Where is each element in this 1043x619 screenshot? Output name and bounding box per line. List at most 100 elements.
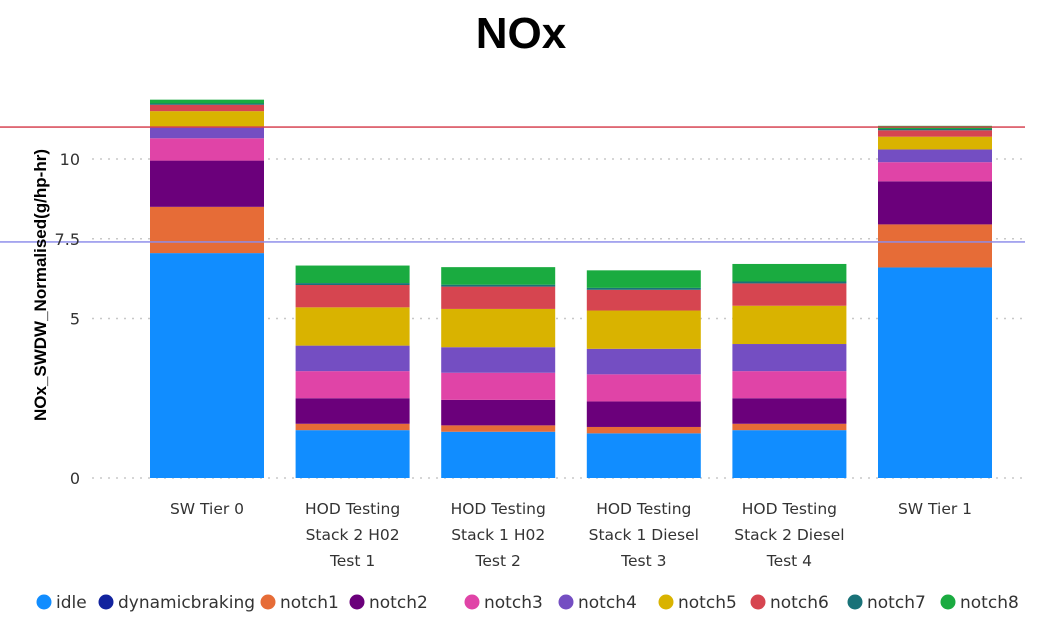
bar-segment-notch2 xyxy=(586,401,701,427)
legend-marker xyxy=(464,594,480,610)
bar-segment-notch3 xyxy=(150,138,264,161)
legend-label: notch4 xyxy=(578,593,637,613)
bar-segment-notch7 xyxy=(150,103,264,105)
bar-segment-notch4 xyxy=(732,344,847,372)
bar-segment-notch4 xyxy=(441,347,556,373)
legend-label: notch6 xyxy=(770,593,829,613)
legend-label: notch1 xyxy=(280,593,339,613)
x-tick-label: Test 2 xyxy=(475,552,521,570)
legend-item-notch2: notch2 xyxy=(349,593,428,613)
x-tick-label: SW Tier 1 xyxy=(898,500,972,518)
legend-marker xyxy=(349,594,365,610)
bar-segment-notch1 xyxy=(150,206,264,254)
bar-segment-idle xyxy=(878,267,992,478)
y-axis-ticks: 0 5 7.5 10 xyxy=(55,150,80,488)
bar-segment-idle xyxy=(441,431,556,478)
bar-segment-notch7 xyxy=(441,284,556,287)
bar-segment-notch6 xyxy=(732,283,847,306)
x-tick-label: Stack 2 Diesel xyxy=(734,526,844,544)
bar-segment-notch2 xyxy=(732,398,847,424)
bar-segment-notch7 xyxy=(586,287,701,290)
bar-segment-idle xyxy=(150,253,264,478)
bar-segment-notch8 xyxy=(150,99,264,104)
legend-label: notch2 xyxy=(369,593,428,613)
bar-segment-notch8 xyxy=(732,263,847,282)
bar-segment-notch3 xyxy=(441,372,556,400)
gridlines xyxy=(92,158,1025,479)
x-tick-label: HOD Testing xyxy=(305,500,400,518)
y-axis-label: NOx_SWDW_Normalised(g/hp-hr) xyxy=(31,149,50,421)
y-tick-label: 7.5 xyxy=(55,230,80,249)
x-tick-label: Stack 2 H02 xyxy=(306,526,400,544)
bar-segment-notch5 xyxy=(150,111,264,128)
legend-marker xyxy=(750,594,766,610)
bar-segment-notch1 xyxy=(441,425,556,432)
legend-item-notch7: notch7 xyxy=(847,593,926,613)
bar-segment-idle xyxy=(586,433,701,478)
legend-marker xyxy=(260,594,276,610)
legend-marker xyxy=(558,594,574,610)
bar-segment-notch3 xyxy=(878,162,992,182)
bars xyxy=(150,99,992,478)
legend-marker xyxy=(98,594,114,610)
legend-marker xyxy=(658,594,674,610)
legend-label: notch5 xyxy=(678,593,737,613)
bar-segment-notch4 xyxy=(586,348,701,375)
legend-marker xyxy=(940,594,956,610)
bar-segment-notch8 xyxy=(441,267,556,285)
bar-segment-notch5 xyxy=(441,308,556,348)
y-tick-label: 10 xyxy=(60,150,80,169)
bar-segment-notch1 xyxy=(878,224,992,268)
legend: idle dynamicbraking notch1 notch2 notch3 notc… xyxy=(36,593,1019,613)
bar-segment-notch2 xyxy=(295,398,410,424)
x-tick-label: Stack 1 H02 xyxy=(451,526,545,544)
bar-segment-notch1 xyxy=(732,423,847,431)
bar-segment-notch5 xyxy=(878,136,992,150)
bar-segment-notch7 xyxy=(295,283,410,286)
bar-segment-notch6 xyxy=(586,289,701,311)
bar-segment-notch3 xyxy=(295,371,410,399)
bar-segment-notch6 xyxy=(295,285,410,308)
legend-item-notch1: notch1 xyxy=(260,593,339,613)
bar-segment-notch7 xyxy=(732,281,847,284)
reference-lines xyxy=(0,126,1025,243)
legend-item-notch8: notch8 xyxy=(940,593,1019,613)
x-tick-label: HOD Testing xyxy=(451,500,546,518)
y-tick-label: 0 xyxy=(70,469,80,488)
bar-segment-idle xyxy=(732,430,847,478)
bar-segment-notch6 xyxy=(441,286,556,309)
bar-segment-notch3 xyxy=(586,374,701,402)
x-tick-label: Test 3 xyxy=(620,552,666,570)
chart-title: NOx xyxy=(476,9,567,58)
legend-label: dynamicbraking xyxy=(118,593,255,613)
legend-item-notch4: notch4 xyxy=(558,593,637,613)
bar-segment-notch1 xyxy=(586,426,701,434)
bar-segment-notch4 xyxy=(150,127,264,139)
x-axis-ticks: SW Tier 0 HOD Testing Stack 2 H02 Test 1 HOD… xyxy=(170,500,972,570)
bar-segment-notch1 xyxy=(295,423,410,431)
bar-segment-notch4 xyxy=(295,345,410,372)
x-tick-label: Test 1 xyxy=(329,552,375,570)
bar-segment-notch6 xyxy=(878,130,992,137)
legend-item-dynamicbraking: dynamicbraking xyxy=(98,593,255,613)
x-tick-label: HOD Testing xyxy=(742,500,837,518)
x-tick-label: Test 4 xyxy=(766,552,812,570)
bar-segment-notch5 xyxy=(732,305,847,345)
legend-item-idle: idle xyxy=(36,593,87,613)
bar-segment-notch7 xyxy=(878,129,992,131)
bar-segment-notch5 xyxy=(586,310,701,349)
legend-label: idle xyxy=(56,593,87,613)
bar-segment-notch2 xyxy=(441,399,556,426)
bar-segment-notch4 xyxy=(878,149,992,163)
bar-segment-notch3 xyxy=(732,371,847,399)
legend-label: notch7 xyxy=(867,593,926,613)
bar-segment-idle xyxy=(295,430,410,478)
legend-label: notch8 xyxy=(960,593,1019,613)
bar-segment-notch8 xyxy=(295,265,410,284)
bar-segment-notch2 xyxy=(150,160,264,207)
y-tick-label: 5 xyxy=(70,310,80,329)
bar-segment-notch8 xyxy=(586,270,701,288)
legend-item-notch6: notch6 xyxy=(750,593,829,613)
